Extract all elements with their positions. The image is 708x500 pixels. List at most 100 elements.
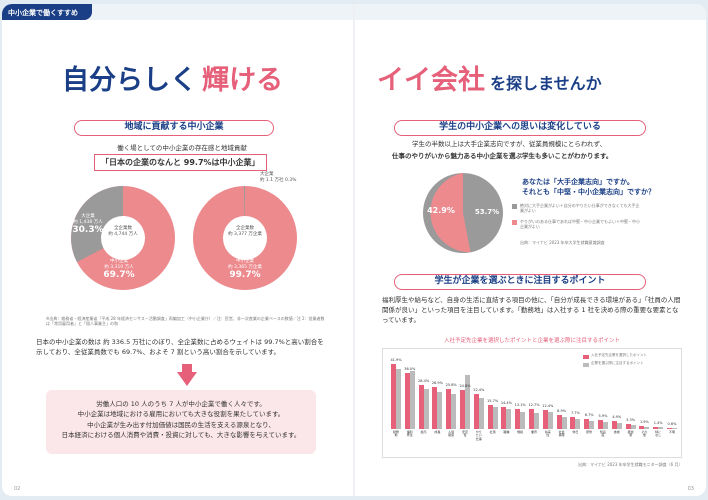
- bar-1-4: [451, 394, 457, 429]
- right-paragraph: 福利厚生や給与など、自身の生活に直結する項目の他に、「自分が成長できる環境がある…: [382, 296, 681, 324]
- bar-1-16: [616, 422, 622, 429]
- pie-companies: [193, 185, 297, 290]
- category-label: 成長: [434, 430, 441, 434]
- bar-value-label: 26.9%: [431, 381, 443, 386]
- category-label: 勤務地: [392, 430, 399, 438]
- bar-value-label: 22.4%: [473, 388, 485, 393]
- category-label: 給与: [420, 430, 427, 434]
- bar-value-label: 36.0%: [404, 367, 416, 371]
- category-label: 技術: [613, 430, 620, 434]
- bar-1-7: [492, 407, 498, 429]
- left-summary-box: 労働人口の 10 人のうち 7 人が中小企業で働く人々です。 中小企業は地域にお…: [46, 390, 316, 454]
- bar-value-label: 7.7%: [570, 411, 580, 416]
- bar-0-19: [653, 426, 659, 429]
- pie2-large-label: 大企業約 1.1 万社 0.3%: [260, 172, 297, 183]
- bar-1-10: [534, 412, 539, 429]
- bar-value-label: 3.3%: [626, 417, 636, 422]
- headline-right: イイ会社 を探しませんか: [377, 58, 687, 98]
- right-intro-1: 学生の半数以上は大手企業志向ですが、従業員規模にとらわれず、: [412, 140, 607, 148]
- bar-value-label: 15.7%: [487, 398, 499, 403]
- bar-1-15: [603, 422, 608, 429]
- bar-value-label: 41.9%: [390, 357, 402, 362]
- pie2-sme-label: 中小企業約 3,365 万企業 99.7%: [228, 259, 262, 281]
- legend-swatch-large: [512, 204, 517, 209]
- left-paragraph: 日本の中小企業の数は 約 336.5 万社にのぼり、全企業数に占めるウェイトは …: [36, 338, 324, 356]
- page-number-right: 03: [687, 486, 694, 492]
- headline-part4: を探しませんか: [490, 74, 602, 93]
- bar-0-10: [529, 409, 534, 429]
- bar-1-20: [672, 428, 677, 429]
- bar-1-5: [465, 374, 470, 429]
- pie1-hole: [101, 216, 145, 260]
- category-label: 不明: [668, 430, 675, 434]
- bar-0-0: [391, 363, 396, 429]
- bar-1-9: [520, 411, 526, 429]
- pie1-sme-label: 中小企業約 3,310 万人 69.7%: [103, 259, 135, 281]
- legend-swatch-1: [583, 355, 589, 359]
- category-label: やりたい仕事: [475, 430, 482, 441]
- pie-employees: [71, 186, 175, 290]
- headline-part1: 自分らしく: [62, 65, 197, 96]
- bar-value-label: 8.9%: [557, 409, 567, 414]
- brochure-spread: 中小企業で働くすすめ 自分らしく 輝ける イイ会社 を探しませんか 地域に貢献す…: [2, 4, 706, 496]
- bar-0-2: [418, 384, 424, 429]
- category-label: 安定性: [461, 430, 468, 438]
- bar-value-label: 5.9%: [598, 413, 608, 418]
- category-label: 職種: [503, 430, 510, 434]
- bar-chart: 入社予定先企業を選択したポイント 企業を選ぶ際に注目するポイント 41.9% 勤務…: [382, 348, 682, 458]
- section-header-right-2: 学生が企業を選ぶときに注目するポイント: [394, 274, 646, 290]
- bar-0-15: [598, 419, 603, 429]
- bar-value-label: 24.8%: [459, 384, 471, 389]
- category-label: 社会貢献: [558, 430, 565, 438]
- bar-0-17: [625, 423, 631, 429]
- arrow-stem: [182, 364, 192, 372]
- bar-value-label: 25.8%: [445, 382, 457, 387]
- pie3-large-value: 53.7%: [474, 208, 500, 216]
- bar-0-9: [515, 408, 521, 429]
- category-label: 社風: [489, 430, 496, 434]
- legend-swatch-2: [583, 363, 589, 367]
- pie3-question: あなたは「大手企業志向」ですか。 それとも「中堅・中小企業志向」ですか？: [522, 178, 655, 196]
- bar-1-0: [396, 369, 401, 429]
- bar-1-3: [437, 391, 443, 429]
- bar-0-14: [584, 418, 590, 429]
- bar-1-19: [658, 427, 664, 429]
- bar-1-12: [561, 417, 567, 429]
- bar-value-label: 4.9%: [612, 415, 622, 420]
- bar-value-label: 12.7%: [528, 403, 540, 408]
- pie3-sme-value: 42.9%: [427, 206, 455, 215]
- category-label: 規模: [517, 430, 524, 434]
- bar-0-1: [404, 373, 410, 429]
- bar-0-4: [446, 388, 452, 429]
- left-callout: 「日本の企業のなんと 99.7%は中小企業」: [94, 154, 267, 171]
- bar-value-label: 14.4%: [500, 400, 512, 405]
- bar-1-11: [547, 411, 553, 429]
- bar-0-20: [667, 428, 672, 429]
- category-label: 福利厚生: [406, 430, 413, 438]
- pie3-legend-large: 絶対に大手企業がよい＋自分のやりたい仕事ができなくても大手企業がよい: [520, 203, 640, 214]
- right-intro-2: 仕事のやりがいから魅力ある中小企業を選ぶ学生も多いことがわかります。: [392, 152, 613, 160]
- bar-0-11: [542, 409, 548, 429]
- section-header-left: 地域に貢献する中小企業: [74, 120, 274, 136]
- pie-preference: [423, 173, 503, 253]
- pie2-hole: [223, 216, 267, 260]
- chart-legend-2: 企業を選ぶ際に注目するポイント: [591, 361, 644, 365]
- left-subtitle: 働く場としての中小企業の存在感と地域貢献: [117, 144, 247, 152]
- bar-1-2: [423, 388, 429, 429]
- pie1-center: 全企業数約 4,744 万人: [108, 226, 138, 237]
- bar-value-label: 28.4%: [418, 378, 430, 383]
- bar-1-6: [478, 397, 484, 429]
- category-label: 将来性: [544, 430, 551, 438]
- bar-value-label: 1.4%: [653, 420, 663, 425]
- bar-value-label: 12.4%: [542, 403, 554, 408]
- category-label: 特になし: [655, 430, 662, 438]
- down-arrow-icon: [177, 372, 197, 386]
- bar-1-18: [644, 426, 650, 429]
- page-number-left: 02: [14, 486, 21, 492]
- bar-0-12: [556, 415, 562, 429]
- bar-1-13: [575, 418, 581, 429]
- section-tab: 中小企業で働くすすめ: [2, 4, 92, 20]
- chart-source: 出典：マイナビ 2023 年卒学生就職モニター調査（6 月）: [578, 462, 683, 467]
- pie3-source: 出典：マイナビ 2023 年卒大学生就職意識調査: [520, 240, 605, 245]
- category-label: その他: [641, 430, 648, 438]
